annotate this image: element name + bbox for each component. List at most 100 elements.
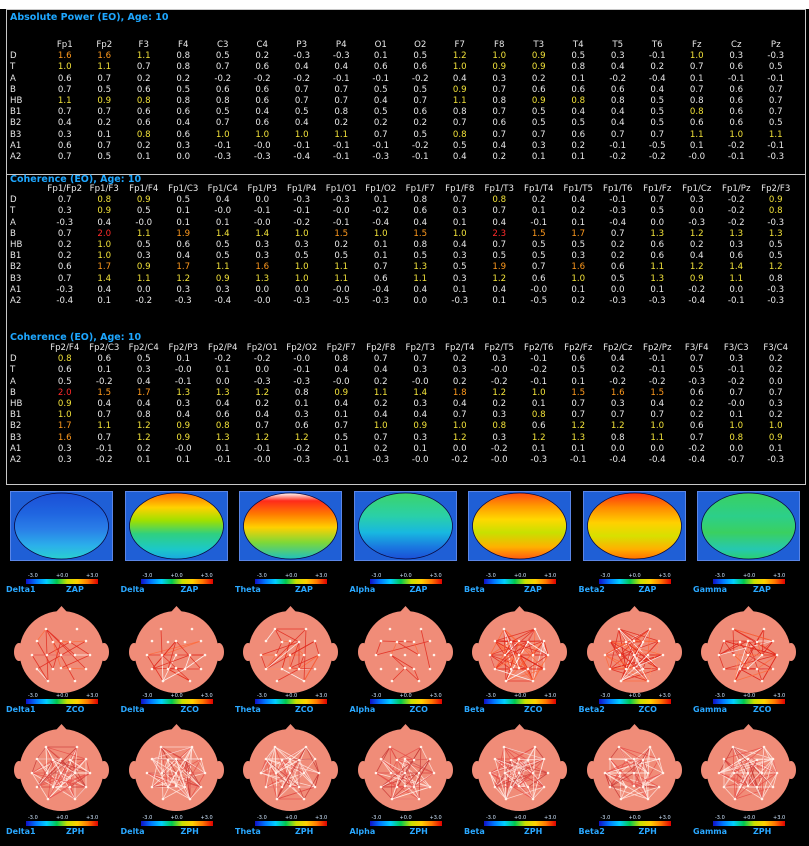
connection-line bbox=[518, 758, 545, 774]
connection-line bbox=[52, 640, 62, 670]
connection-line bbox=[734, 668, 774, 682]
connection-line bbox=[505, 758, 520, 800]
colorbar bbox=[369, 821, 442, 826]
connection-line bbox=[532, 758, 545, 800]
value-cell: -0.2 bbox=[688, 443, 706, 454]
connection-line bbox=[489, 641, 529, 656]
electrode bbox=[45, 771, 49, 775]
electrode bbox=[746, 771, 750, 775]
value-cell: 1.3 bbox=[571, 432, 586, 443]
electrode bbox=[390, 679, 393, 683]
connection-line bbox=[763, 746, 774, 760]
connection-line bbox=[642, 759, 648, 774]
electrode bbox=[288, 666, 292, 670]
electrode bbox=[59, 666, 63, 670]
topo-map bbox=[124, 491, 228, 561]
value-cell: -0.1 bbox=[530, 354, 548, 365]
value-cell: 0.1 bbox=[452, 217, 467, 228]
connection-line bbox=[633, 758, 648, 800]
connection-line bbox=[60, 667, 87, 670]
band-caption: Gamma bbox=[693, 827, 728, 836]
connection-line bbox=[151, 746, 192, 788]
colorbar-tick-min: -3.0 bbox=[371, 815, 382, 821]
connection-line bbox=[404, 758, 419, 774]
head-diagram bbox=[586, 724, 682, 811]
value-cell: -0.1 bbox=[332, 217, 350, 228]
row-label: T bbox=[10, 62, 16, 73]
connection-line bbox=[60, 640, 71, 643]
connection-line bbox=[732, 746, 778, 774]
column-header: Fp2/P3 bbox=[168, 343, 198, 353]
connection-line bbox=[718, 759, 758, 774]
electrode bbox=[717, 771, 721, 775]
table-row: B1 1.0 0.7 0.8 0.4 0.6 0.4 0.3 0.1 0.4 0.4 0.7 0.3 0.… bbox=[7, 410, 796, 421]
column-header: Fp1 bbox=[56, 40, 73, 50]
colorbar-tick-min: -3.0 bbox=[28, 573, 38, 579]
electrode bbox=[771, 757, 775, 761]
value-cell: 0.2 bbox=[136, 443, 151, 454]
connection-line bbox=[647, 786, 659, 800]
value-cell: 0.4 bbox=[610, 354, 625, 365]
connection-line bbox=[162, 786, 185, 800]
value-cell: 0.7 bbox=[334, 421, 349, 432]
value-cell: 1.0 bbox=[97, 240, 112, 251]
value-cell: -0.2 bbox=[214, 354, 232, 365]
value-cell: 0.3 bbox=[57, 443, 72, 454]
value-cell: 0.6 bbox=[571, 129, 586, 140]
value-cell: 1.1 bbox=[57, 96, 72, 107]
value-cell: 0.2 bbox=[57, 240, 72, 251]
value-cell: -0.0 bbox=[214, 206, 232, 217]
table-row: T 0.3 0.9 0.5 0.1 -0.0 -0.1 -0.1 -0.0 -0.2 0.6 0.3 0… bbox=[7, 206, 796, 217]
value-cell: 1.1 bbox=[97, 421, 112, 432]
value-cell: 1.7 bbox=[97, 262, 112, 273]
absolute-power-panel: Absolute Power (EO), Age: 10 Fp1 Fp2 F3 F4 C… bbox=[7, 12, 805, 162]
connection-line bbox=[275, 772, 291, 787]
value-cell: 0.6 bbox=[373, 62, 388, 73]
value-cell: 0.7 bbox=[492, 107, 507, 118]
value-cell: 0.0 bbox=[255, 365, 270, 376]
value-cell: 0.8 bbox=[57, 354, 72, 365]
electrode bbox=[646, 797, 649, 801]
electrode bbox=[417, 653, 420, 657]
connection-line bbox=[494, 668, 534, 682]
connection-line bbox=[276, 786, 316, 800]
connection-line bbox=[734, 759, 758, 800]
value-cell: 0.7 bbox=[610, 410, 625, 421]
value-cell: 0.1 bbox=[97, 296, 112, 307]
column-header: C3 bbox=[217, 40, 229, 50]
connection-line bbox=[380, 772, 419, 788]
column-header: Fp1/C4 bbox=[207, 184, 238, 194]
value-cell: 0.5 bbox=[334, 432, 349, 443]
connection-line bbox=[732, 628, 735, 656]
electrode bbox=[273, 627, 277, 631]
metric-caption: ZAP bbox=[753, 585, 771, 594]
connection-line bbox=[265, 758, 305, 774]
value-cell: 0.4 bbox=[373, 365, 388, 376]
value-cell: 0.3 bbox=[689, 195, 704, 206]
band-caption: Theta bbox=[235, 705, 261, 714]
value-cell: 0.1 bbox=[531, 152, 546, 163]
connection-line bbox=[494, 772, 520, 788]
value-cell: -0.3 bbox=[451, 296, 469, 307]
electrode bbox=[73, 679, 77, 683]
connection-line bbox=[718, 772, 749, 787]
colorbar-tick-max: +3.0 bbox=[429, 573, 442, 579]
electrode bbox=[46, 679, 50, 683]
value-cell: 0.9 bbox=[492, 62, 507, 73]
connection-line bbox=[747, 654, 763, 669]
table-row: A 0.6 0.7 0.2 0.2 -0.2 -0.2 -0.2 -0.1 -0.1 -0.2 0.4… bbox=[7, 74, 796, 85]
value-cell: 0.6 bbox=[571, 354, 586, 365]
value-cell: -0.1 bbox=[293, 140, 311, 151]
connection-line bbox=[276, 746, 307, 800]
value-cell: 0.2 bbox=[492, 152, 507, 163]
electrode bbox=[542, 667, 546, 671]
value-cell: 0.7 bbox=[571, 399, 586, 410]
value-cell: -0.1 bbox=[609, 195, 627, 206]
connection-line bbox=[505, 641, 529, 682]
value-cell: 0.5 bbox=[492, 251, 507, 262]
value-cell: -0.4 bbox=[648, 73, 666, 84]
value-cell: -0.1 bbox=[174, 376, 192, 387]
electrode bbox=[374, 771, 377, 775]
electrode bbox=[517, 784, 521, 788]
value-cell: -0.3 bbox=[293, 51, 311, 62]
